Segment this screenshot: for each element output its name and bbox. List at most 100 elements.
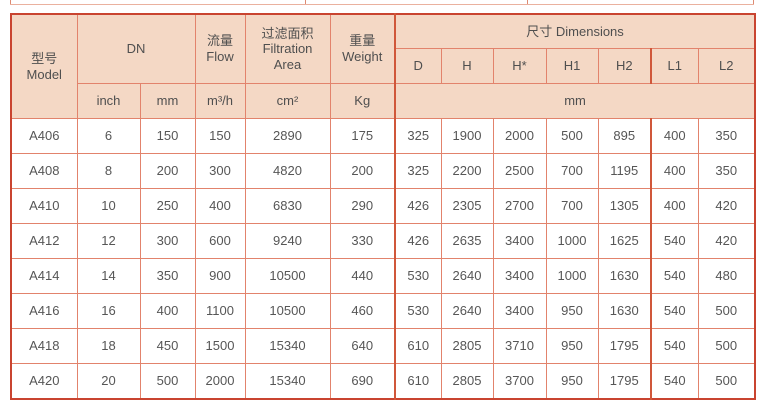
header-dim-hstar: H* <box>492 48 547 84</box>
header-dim-h2: H2 <box>597 48 652 84</box>
table-row: A410 10 250 400 6830 290 426 2305 2700 700 1305 400… <box>10 188 756 224</box>
header-model: 型号 Model <box>10 13 78 119</box>
unit-weight: Kg <box>329 83 396 119</box>
value-cell: 460 <box>329 293 396 329</box>
table-row: A416 16 400 1100 10500 460 530 2640 3400 950 1630 5… <box>10 293 756 329</box>
value-cell: 600 <box>194 223 246 259</box>
value-cell: 350 <box>697 118 756 154</box>
value-cell: 950 <box>545 293 599 329</box>
value-cell: 200 <box>329 153 396 189</box>
value-cell: 300 <box>194 153 246 189</box>
value-cell: 20 <box>76 363 141 400</box>
value-cell: 1795 <box>597 363 652 400</box>
model-cell: A406 <box>10 118 78 154</box>
value-cell: 2640 <box>440 258 494 294</box>
header-dim-h: H <box>440 48 494 84</box>
value-cell: 540 <box>650 293 699 329</box>
value-cell: 3700 <box>492 363 547 400</box>
value-cell: 2700 <box>492 188 547 224</box>
value-cell: 3400 <box>492 293 547 329</box>
header-filtration-zh: 过滤面积 <box>261 25 314 41</box>
value-cell: 400 <box>650 188 699 224</box>
table-remnant-top <box>10 0 754 5</box>
value-cell: 14 <box>76 258 141 294</box>
remnant-tick <box>753 0 754 4</box>
header-filtration-en: Filtration Area <box>262 41 313 72</box>
value-cell: 4820 <box>244 153 331 189</box>
model-cell: A416 <box>10 293 78 329</box>
value-cell: 500 <box>697 363 756 400</box>
header-weight-zh: 重量 <box>349 33 376 49</box>
value-cell: 700 <box>545 188 599 224</box>
value-cell: 10500 <box>244 293 331 329</box>
table-row: A406 6 150 150 2890 175 325 1900 2000 500 895 400 35… <box>10 118 756 154</box>
header-dim-l1: L1 <box>650 48 699 84</box>
value-cell: 1625 <box>597 223 652 259</box>
header-dimensions: 尺寸 Dimensions <box>393 13 756 49</box>
model-cell: A412 <box>10 223 78 259</box>
value-cell: 950 <box>545 363 599 400</box>
value-cell: 2635 <box>440 223 494 259</box>
value-cell: 3400 <box>492 223 547 259</box>
value-cell: 1305 <box>597 188 652 224</box>
value-cell: 540 <box>650 363 699 400</box>
value-cell: 500 <box>697 293 756 329</box>
table-row: A412 12 300 600 9240 330 426 2635 3400 1000 1625 54… <box>10 223 756 259</box>
header-weight: 重量 Weight <box>329 13 396 84</box>
header-row-dim-cols: D H H* H1 H2 L1 L2 <box>11 48 756 84</box>
value-cell: 610 <box>394 363 442 400</box>
remnant-tick <box>527 0 528 4</box>
value-cell: 420 <box>697 188 756 224</box>
header-weight-en: Weight <box>342 49 383 64</box>
value-cell: 2200 <box>440 153 494 189</box>
value-cell: 2890 <box>244 118 331 154</box>
value-cell: 440 <box>329 258 396 294</box>
value-cell: 530 <box>394 258 442 294</box>
value-cell: 1500 <box>194 328 246 364</box>
header-row-groups: 型号 Model DN 流量 Flow 过滤面积 Filtration Area… <box>10 13 756 119</box>
value-cell: 540 <box>650 223 699 259</box>
value-cell: 2000 <box>492 118 547 154</box>
value-cell: 500 <box>697 328 756 364</box>
value-cell: 330 <box>329 223 396 259</box>
value-cell: 1630 <box>597 258 652 294</box>
value-cell: 6830 <box>244 188 331 224</box>
value-cell: 2805 <box>440 363 494 400</box>
header-model-zh: 型号 <box>31 50 58 66</box>
value-cell: 400 <box>650 153 699 189</box>
value-cell: 400 <box>650 118 699 154</box>
value-cell: 500 <box>139 363 196 400</box>
value-cell: 175 <box>329 118 396 154</box>
value-cell: 426 <box>394 188 442 224</box>
value-cell: 950 <box>545 328 599 364</box>
unit-dims: mm <box>393 83 756 119</box>
value-cell: 18 <box>76 328 141 364</box>
value-cell: 250 <box>139 188 196 224</box>
value-cell: 325 <box>394 118 442 154</box>
header-flow-en: Flow <box>206 49 234 64</box>
value-cell: 400 <box>139 293 196 329</box>
value-cell: 15340 <box>244 328 331 364</box>
value-cell: 640 <box>329 328 396 364</box>
value-cell: 2000 <box>194 363 246 400</box>
value-cell: 3400 <box>492 258 547 294</box>
table-row: A420 20 500 2000 15340 690 610 2805 3700 950 1795 5… <box>10 363 756 400</box>
value-cell: 325 <box>394 153 442 189</box>
value-cell: 900 <box>194 258 246 294</box>
value-cell: 420 <box>697 223 756 259</box>
table-row: A408 8 200 300 4820 200 325 2200 2500 700 1195 400 3… <box>10 153 756 189</box>
value-cell: 450 <box>139 328 196 364</box>
unit-flow: m³/h <box>194 83 246 119</box>
model-cell: A414 <box>10 258 78 294</box>
table-body: A406 6 150 150 2890 175 325 1900 2000 500 895 400 35… <box>10 118 756 400</box>
value-cell: 1000 <box>545 223 599 259</box>
value-cell: 2805 <box>440 328 494 364</box>
header-model-en: Model <box>26 66 62 82</box>
value-cell: 290 <box>329 188 396 224</box>
value-cell: 500 <box>545 118 599 154</box>
value-cell: 10500 <box>244 258 331 294</box>
unit-area: cm² <box>244 83 331 119</box>
value-cell: 2500 <box>492 153 547 189</box>
value-cell: 610 <box>394 328 442 364</box>
